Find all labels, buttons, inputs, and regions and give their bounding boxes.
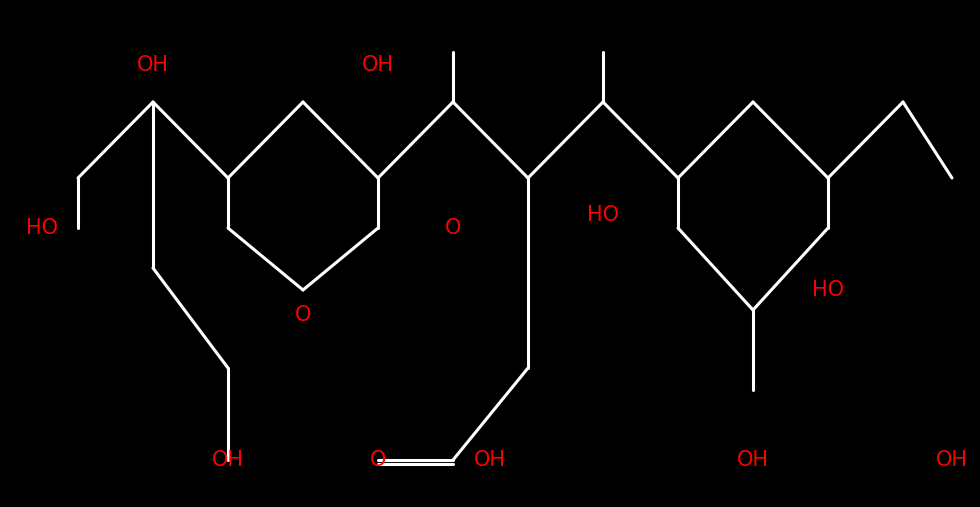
Text: HO: HO — [812, 280, 844, 300]
Text: OH: OH — [737, 450, 769, 470]
Text: O: O — [445, 218, 462, 238]
Text: HO: HO — [587, 205, 619, 225]
Text: O: O — [369, 450, 386, 470]
Text: O: O — [295, 305, 312, 325]
Text: OH: OH — [362, 55, 394, 75]
Text: OH: OH — [137, 55, 169, 75]
Text: OH: OH — [474, 450, 506, 470]
Text: OH: OH — [936, 450, 968, 470]
Text: OH: OH — [212, 450, 244, 470]
Text: HO: HO — [26, 218, 58, 238]
